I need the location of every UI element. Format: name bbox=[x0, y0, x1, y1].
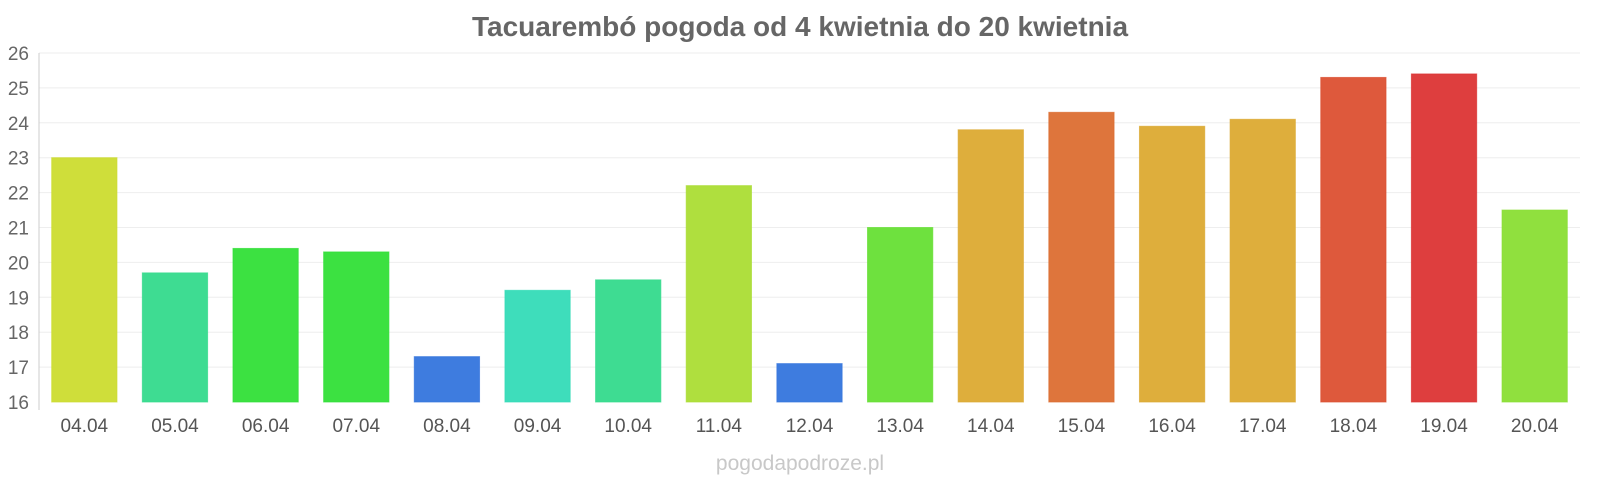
bar bbox=[1410, 73, 1478, 403]
x-tick-label: 13.04 bbox=[876, 416, 924, 437]
x-tick-label: 20.04 bbox=[1511, 416, 1559, 437]
bar bbox=[232, 247, 299, 403]
x-tick-label: 09.04 bbox=[514, 416, 562, 437]
x-tick-label: 08.04 bbox=[423, 416, 471, 437]
y-tick-label: 21 bbox=[8, 219, 29, 240]
y-tick-label: 20 bbox=[8, 253, 29, 274]
bar bbox=[1229, 118, 1296, 403]
y-tick-label: 22 bbox=[8, 184, 29, 205]
x-tick-label: 10.04 bbox=[604, 416, 652, 437]
bar bbox=[595, 279, 662, 403]
x-tick-label: 06.04 bbox=[242, 416, 290, 437]
x-axis: 04.04 05.04 06.04 07.04 08.04 09.04 10.04 11.04… bbox=[61, 416, 1559, 437]
bar bbox=[776, 363, 843, 403]
bar bbox=[957, 129, 1024, 403]
x-tick-label: 14.04 bbox=[967, 416, 1015, 437]
y-tick-label: 23 bbox=[8, 149, 29, 170]
x-tick-label: 04.04 bbox=[61, 416, 109, 437]
x-tick-label: 12.04 bbox=[786, 416, 834, 437]
bar bbox=[141, 272, 209, 403]
x-tick-label: 16.04 bbox=[1148, 416, 1196, 437]
y-axis: 16 17 18 19 20 21 22 23 24 25 26 bbox=[8, 44, 40, 414]
y-tick-label: 18 bbox=[8, 323, 29, 344]
x-tick-label: 18.04 bbox=[1330, 416, 1378, 437]
bar bbox=[504, 289, 571, 403]
x-tick-label: 11.04 bbox=[696, 416, 743, 437]
x-tick-label: 05.04 bbox=[151, 416, 199, 437]
y-tick-label: 26 bbox=[8, 44, 29, 65]
x-tick-label: 15.04 bbox=[1058, 416, 1106, 437]
bar bbox=[413, 356, 481, 403]
bar bbox=[1048, 111, 1115, 403]
y-tick-label: 17 bbox=[8, 358, 29, 379]
credit-text: pogodapodroze.pl bbox=[716, 452, 884, 475]
x-tick-label: 19.04 bbox=[1420, 416, 1468, 437]
y-tick-label: 19 bbox=[8, 288, 29, 309]
bar bbox=[1501, 209, 1568, 403]
bar bbox=[685, 185, 752, 403]
y-tick-label: 16 bbox=[8, 393, 29, 414]
x-tick-label: 17.04 bbox=[1239, 416, 1287, 437]
bar bbox=[1138, 125, 1206, 403]
bar bbox=[867, 227, 934, 403]
bar bbox=[1320, 76, 1387, 403]
bar bbox=[51, 157, 118, 403]
chart-title: Tacuarembó pogoda od 4 kwietnia do 20 kw… bbox=[472, 11, 1128, 42]
bar bbox=[323, 251, 390, 403]
y-tick-label: 25 bbox=[8, 79, 29, 100]
y-tick-label: 24 bbox=[8, 114, 30, 135]
bars bbox=[51, 73, 1568, 403]
x-tick-label: 07.04 bbox=[332, 416, 380, 437]
